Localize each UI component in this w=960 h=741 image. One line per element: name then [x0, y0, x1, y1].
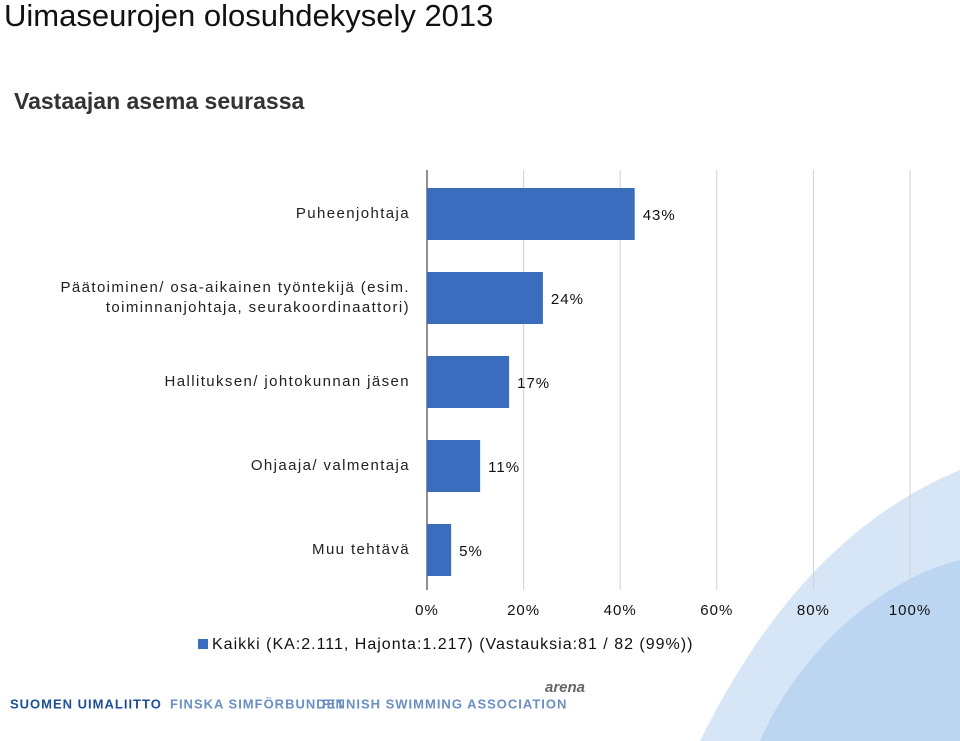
- x-tick-label: 100%: [889, 602, 931, 619]
- y-tick-label: Päätoiminen/ osa-aikainen työntekijä (es…: [60, 279, 410, 316]
- x-tick-label: 40%: [604, 602, 637, 619]
- value-label: 24%: [551, 291, 584, 308]
- y-tick-label: Muu tehtävä: [312, 541, 410, 558]
- bar: [427, 188, 635, 240]
- value-label: 5%: [459, 543, 483, 560]
- bar: [427, 440, 481, 492]
- decoration: [760, 560, 960, 741]
- x-tick-label: 80%: [797, 602, 830, 619]
- y-tick-label: Ohjaaja/ valmentaja: [250, 457, 410, 474]
- footer-org-en: FINNISH SWIMMING ASSOCIATION: [322, 696, 567, 711]
- x-tick-label: 60%: [700, 602, 733, 619]
- footer-org: SUOMEN UIMALIITTO: [10, 696, 162, 711]
- legend-label: Kaikki (KA:2.111, Hajonta:1.217) (Vastau…: [212, 636, 693, 653]
- x-tick-label: 0%: [415, 602, 439, 619]
- footer-sponsor: arena: [545, 679, 585, 696]
- bar: [427, 356, 510, 408]
- chart-title: Uimaseurojen olosuhdekysely 2013: [4, 0, 493, 33]
- value-label: 43%: [643, 207, 676, 224]
- bar: [427, 272, 543, 324]
- y-tick-label: Hallituksen/ johtokunnan jäsen: [164, 373, 410, 390]
- bar: [427, 524, 452, 576]
- value-label: 11%: [488, 459, 520, 476]
- value-label: 17%: [517, 375, 550, 392]
- x-tick-label: 20%: [507, 602, 540, 619]
- chart-subtitle: Vastaajan asema seurassa: [14, 88, 304, 114]
- legend-swatch: [198, 639, 208, 649]
- y-tick-label: Puheenjohtaja: [295, 205, 410, 222]
- footer-org-sv: FINSKA SIMFÖRBUNDET: [170, 696, 345, 711]
